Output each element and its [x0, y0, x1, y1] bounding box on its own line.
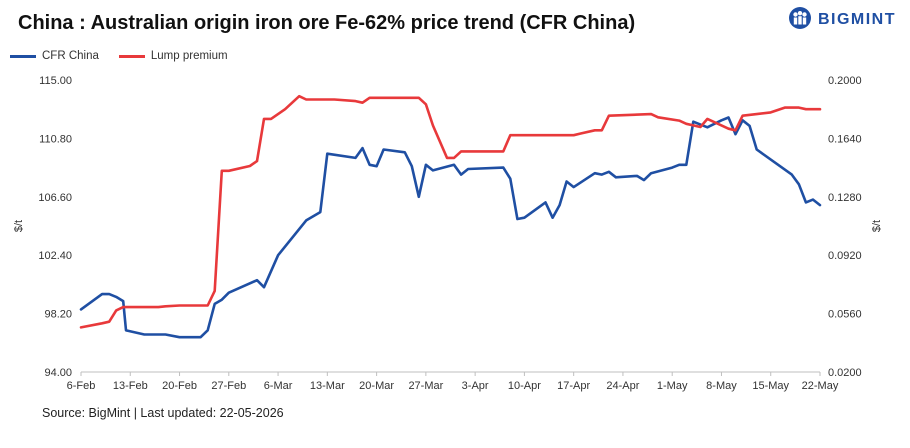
- y-right-axis-title: $/t: [871, 220, 883, 232]
- x-tick-label: 3-Apr: [462, 380, 489, 392]
- x-tick-label: 13-Mar: [310, 380, 345, 392]
- x-tick-label: 15-May: [752, 380, 789, 392]
- legend-label-lump-premium: Lump premium: [150, 50, 228, 62]
- y-right-tick-label: 0.1280: [828, 192, 862, 204]
- y-left-tick-label: 98.20: [44, 309, 72, 321]
- x-tick-label: 20-Mar: [359, 380, 394, 392]
- x-tick-label: 17-Apr: [557, 380, 590, 392]
- y-left-tick-label: 102.40: [38, 250, 72, 262]
- x-tick-label: 13-Feb: [113, 380, 148, 392]
- x-tick-label: 1-May: [657, 380, 688, 392]
- legend-swatch-cfr-china: [10, 54, 36, 58]
- x-tick-label: 20-Feb: [162, 380, 197, 392]
- legend-item-lump-premium: Lump premium: [118, 50, 228, 62]
- legend-item-cfr-china: CFR China: [10, 50, 99, 62]
- x-tick-label: 10-Apr: [508, 380, 541, 392]
- y-left-tick-label: 106.60: [38, 192, 72, 204]
- legend-swatch-lump-premium: [118, 54, 145, 58]
- y-left-tick-label: 94.00: [44, 367, 72, 379]
- source-note: Source: BigMint | Last updated: 22-05-20…: [42, 406, 284, 420]
- y-left-tick-label: 115.00: [39, 75, 72, 87]
- x-tick-label: 8-May: [706, 380, 737, 392]
- y-right-tick-label: 0.0560: [828, 309, 862, 321]
- brand-name: BIGMINT: [817, 11, 896, 28]
- y-right-tick-label: 0.0200: [828, 367, 862, 379]
- y-left-tick-label: 110.80: [39, 133, 72, 145]
- chart-title: China : Australian origin iron ore Fe-62…: [18, 12, 636, 34]
- x-tick-label: 27-Mar: [408, 380, 443, 392]
- x-tick-label: 6-Mar: [264, 380, 293, 392]
- legend-label-cfr-china: CFR China: [42, 50, 99, 62]
- x-tick-label: 6-Feb: [67, 380, 96, 392]
- y-right-tick-label: 0.1640: [828, 133, 862, 145]
- y-left-axis-title: $/t: [13, 220, 25, 232]
- x-tick-label: 22-May: [802, 380, 839, 392]
- x-tick-label: 24-Apr: [606, 380, 639, 392]
- y-right-tick-label: 0.0920: [828, 250, 862, 262]
- people-logo-icon: [788, 6, 812, 35]
- series-line-cfr-china: [79, 116, 822, 339]
- brand-logo: BIGMINT: [788, 6, 896, 34]
- series-line-lump-premium: [79, 94, 822, 329]
- y-right-tick-label: 0.2000: [828, 75, 862, 87]
- chart-legend: CFR China Lump premium: [10, 50, 228, 62]
- x-tick-label: 27-Feb: [211, 380, 246, 392]
